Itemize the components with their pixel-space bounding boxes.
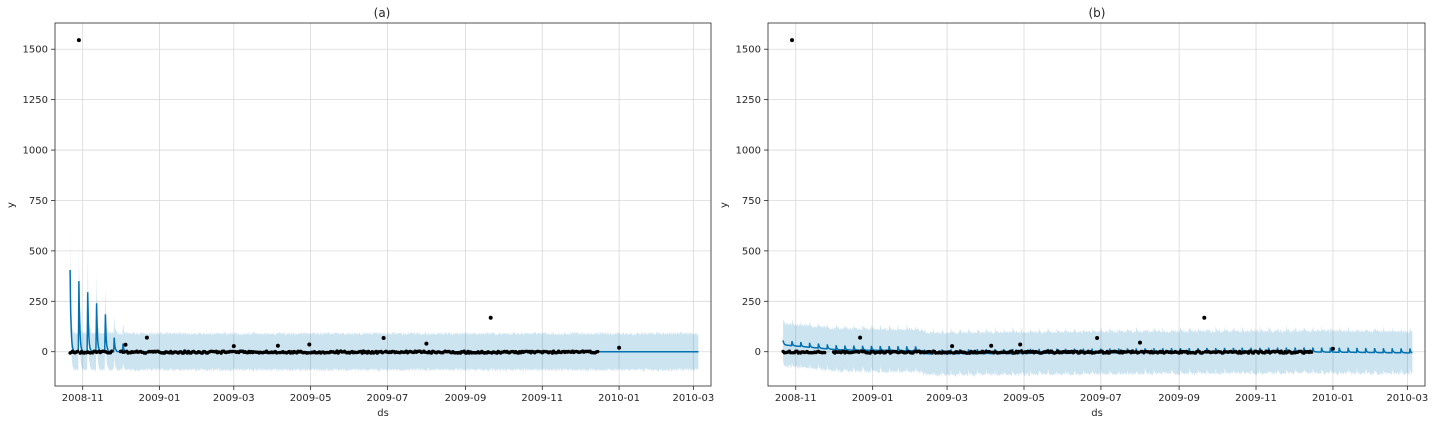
x-tick-label: 2010-03 (672, 393, 714, 404)
observed-outlier-point (1095, 336, 1100, 340)
observed-outlier-point (1330, 346, 1335, 351)
observed-outlier-point (424, 341, 429, 346)
y-tick-label: 1000 (736, 146, 761, 157)
observed-points (781, 38, 1335, 355)
observed-outlier-point (1018, 342, 1023, 347)
y-tick-label: 500 (29, 246, 48, 257)
y-tick-label: 250 (29, 297, 48, 308)
y-tick-label: 250 (742, 297, 761, 308)
observed-point (596, 349, 600, 354)
y-tick-label: 0 (42, 347, 48, 358)
observed-outlier-point (76, 38, 81, 43)
observed-outlier-point (144, 335, 149, 340)
y-axis-label: y (719, 202, 730, 208)
x-ticks: 2008-11 2009-01 2009-03 2009-05 2009-07 2009-… (62, 386, 714, 404)
x-tick-label: 2009-07 (367, 393, 409, 404)
observed-outlier-point (790, 38, 794, 43)
observed-point (988, 350, 992, 354)
uncertainty-band (783, 320, 1413, 377)
y-ticks: 0 250 500 750 1000 1250 1500 (736, 45, 768, 358)
observed-point (1094, 350, 1098, 354)
y-axis-label: y (6, 202, 17, 208)
x-tick-label: 2008-11 (775, 393, 817, 404)
x-tick-label: 2009-03 (926, 393, 968, 404)
uncertainty-band (70, 232, 699, 372)
x-axis-label: ds (377, 408, 389, 419)
x-tick-label: 2010-01 (1312, 393, 1354, 404)
x-tick-label: 2009-01 (139, 393, 181, 404)
observed-outlier-point (123, 342, 128, 347)
uncertainty-band-area (783, 320, 1413, 377)
x-tick-label: 2009-03 (213, 393, 255, 404)
x-axis-label: ds (1091, 408, 1103, 419)
observed-outlier-point (858, 335, 863, 340)
uncertainty-band-area (70, 232, 699, 372)
observed-outlier-point (275, 343, 280, 348)
observed-outlier-point (307, 342, 312, 347)
observed-point (230, 349, 235, 354)
x-tick-label: 2010-03 (1386, 393, 1428, 404)
y-tick-label: 1250 (23, 95, 48, 106)
x-tick-label: 2009-11 (521, 393, 563, 404)
y-tick-label: 1500 (736, 45, 761, 56)
observed-outlier-point (1138, 340, 1142, 345)
panel-title: (a) (374, 6, 391, 20)
observed-points (68, 38, 622, 355)
observed-point (1017, 349, 1021, 354)
x-tick-label: 2008-11 (62, 393, 104, 404)
x-tick-label: 2009-05 (290, 393, 332, 404)
observed-point (789, 351, 793, 355)
grid-lines (768, 23, 1425, 386)
x-tick-label: 2009-09 (445, 393, 487, 404)
observed-point (306, 351, 310, 355)
observed-outlier-point (950, 344, 955, 349)
y-tick-label: 750 (29, 196, 48, 207)
observed-outlier-point (1202, 315, 1207, 320)
panel-b: (b) 2008-11 2009-01 2009-03 2009-05 2009-07 2… (719, 6, 1428, 419)
x-tick-label: 2009-05 (1003, 393, 1045, 404)
y-tick-label: 1250 (736, 95, 761, 106)
x-tick-label: 2010-01 (598, 393, 640, 404)
observed-outlier-point (989, 343, 994, 348)
y-tick-label: 0 (755, 347, 761, 358)
y-tick-label: 750 (742, 196, 761, 207)
observed-point (274, 351, 279, 355)
x-tick-label: 2009-11 (1235, 393, 1277, 404)
observed-outlier-point (488, 315, 493, 320)
plot-frame (54, 22, 712, 387)
x-ticks: 2008-11 2009-01 2009-03 2009-05 2009-07 2009-… (775, 386, 1428, 404)
y-ticks: 0 250 500 750 1000 1250 1500 (23, 45, 55, 358)
x-tick-label: 2009-09 (1158, 393, 1200, 404)
observed-point (76, 349, 80, 353)
x-tick-label: 2009-07 (1080, 393, 1122, 404)
panel-title: (b) (1089, 6, 1106, 20)
y-tick-label: 1000 (23, 146, 48, 157)
observed-outlier-point (381, 336, 386, 340)
observed-outlier-point (231, 344, 236, 349)
plot-frame (767, 22, 1426, 387)
observed-point (1309, 350, 1314, 354)
observed-point (1137, 350, 1141, 355)
observed-point (110, 349, 114, 353)
y-tick-label: 1500 (23, 45, 48, 56)
y-tick-label: 500 (742, 246, 761, 257)
x-tick-label: 2009-01 (852, 393, 894, 404)
panel-a: (a) 2008-11 2009-01 2009-03 2009-05 2009-07 2… (6, 6, 714, 419)
observed-outlier-point (617, 345, 622, 350)
observed-point (823, 350, 827, 355)
